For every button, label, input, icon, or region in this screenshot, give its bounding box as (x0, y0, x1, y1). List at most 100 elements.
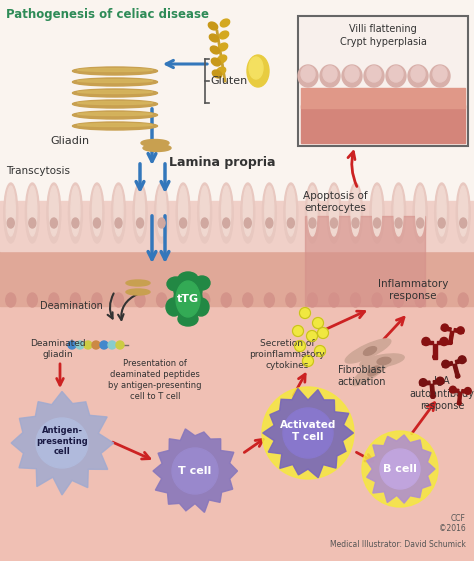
Polygon shape (453, 364, 460, 378)
Ellipse shape (262, 387, 354, 479)
Ellipse shape (437, 293, 447, 307)
Ellipse shape (71, 186, 80, 236)
Ellipse shape (174, 285, 186, 297)
Ellipse shape (449, 386, 456, 393)
Ellipse shape (209, 22, 218, 30)
Ellipse shape (49, 186, 58, 236)
Bar (298, 16, 468, 146)
Ellipse shape (6, 293, 16, 307)
Ellipse shape (415, 293, 425, 307)
Ellipse shape (457, 401, 461, 405)
Ellipse shape (36, 418, 88, 468)
Ellipse shape (364, 347, 376, 355)
Ellipse shape (373, 186, 382, 236)
Circle shape (116, 341, 124, 349)
Ellipse shape (194, 276, 210, 290)
Ellipse shape (367, 66, 381, 82)
Text: IgA
autoantibody
response: IgA autoantibody response (410, 376, 474, 411)
Ellipse shape (433, 66, 447, 82)
Ellipse shape (417, 218, 424, 228)
Ellipse shape (419, 379, 427, 387)
Ellipse shape (351, 186, 360, 236)
Ellipse shape (433, 355, 437, 359)
Ellipse shape (262, 183, 276, 243)
Ellipse shape (440, 338, 448, 346)
Circle shape (300, 307, 310, 319)
Ellipse shape (352, 356, 392, 385)
Ellipse shape (431, 394, 435, 398)
Ellipse shape (298, 65, 318, 87)
Circle shape (76, 341, 84, 349)
Ellipse shape (47, 183, 61, 243)
Circle shape (108, 341, 116, 349)
Ellipse shape (416, 186, 425, 236)
Ellipse shape (141, 140, 169, 146)
Ellipse shape (413, 183, 427, 243)
Polygon shape (437, 341, 447, 344)
Ellipse shape (243, 293, 253, 307)
Ellipse shape (308, 186, 317, 236)
Ellipse shape (389, 66, 403, 82)
Text: CCF
©2016: CCF ©2016 (439, 514, 466, 533)
Ellipse shape (200, 293, 210, 307)
Text: Secretion of
proinflammatory
cytokines: Secretion of proinflammatory cytokines (249, 339, 325, 370)
Bar (0, 0, 474, 301)
Ellipse shape (193, 298, 209, 316)
Ellipse shape (156, 293, 166, 307)
Text: Deamination: Deamination (40, 301, 103, 311)
Ellipse shape (220, 19, 230, 27)
Ellipse shape (174, 277, 202, 321)
Bar (0, 201, 474, 251)
Ellipse shape (393, 293, 403, 307)
Ellipse shape (422, 338, 430, 346)
Polygon shape (442, 361, 453, 367)
Ellipse shape (362, 431, 438, 507)
Polygon shape (457, 392, 462, 404)
Ellipse shape (436, 377, 444, 385)
Ellipse shape (241, 183, 255, 243)
Polygon shape (11, 392, 114, 495)
Ellipse shape (216, 67, 226, 75)
Ellipse shape (111, 183, 126, 243)
Ellipse shape (210, 34, 219, 42)
Ellipse shape (78, 113, 153, 116)
Ellipse shape (286, 293, 296, 307)
Bar (301, 88, 465, 108)
Ellipse shape (327, 183, 341, 243)
Ellipse shape (448, 341, 452, 344)
Ellipse shape (345, 66, 359, 82)
Polygon shape (366, 435, 435, 503)
Ellipse shape (72, 218, 79, 228)
Polygon shape (430, 384, 435, 398)
Ellipse shape (264, 293, 274, 307)
Polygon shape (450, 389, 459, 392)
Ellipse shape (458, 293, 468, 307)
Circle shape (68, 341, 76, 349)
Ellipse shape (320, 65, 340, 87)
Ellipse shape (372, 293, 382, 307)
Text: Inflammatory
response: Inflammatory response (378, 279, 448, 301)
Circle shape (302, 356, 313, 366)
Text: Transcytosis: Transcytosis (6, 166, 70, 176)
Ellipse shape (27, 293, 37, 307)
Ellipse shape (166, 298, 182, 316)
Ellipse shape (243, 186, 252, 236)
Ellipse shape (78, 102, 153, 104)
Ellipse shape (6, 186, 15, 236)
Ellipse shape (301, 66, 315, 82)
Ellipse shape (7, 218, 14, 228)
Ellipse shape (437, 186, 446, 236)
Ellipse shape (458, 356, 466, 364)
Text: Medical Illustrator: David Schumick: Medical Illustrator: David Schumick (330, 540, 466, 549)
Text: tTG: tTG (177, 294, 199, 304)
Polygon shape (456, 358, 466, 364)
Ellipse shape (223, 218, 230, 228)
Ellipse shape (323, 66, 337, 82)
Ellipse shape (330, 218, 337, 228)
Ellipse shape (348, 183, 363, 243)
Ellipse shape (386, 65, 406, 87)
Bar (305, 216, 425, 306)
Ellipse shape (49, 293, 59, 307)
Ellipse shape (460, 218, 467, 228)
Polygon shape (419, 381, 430, 385)
